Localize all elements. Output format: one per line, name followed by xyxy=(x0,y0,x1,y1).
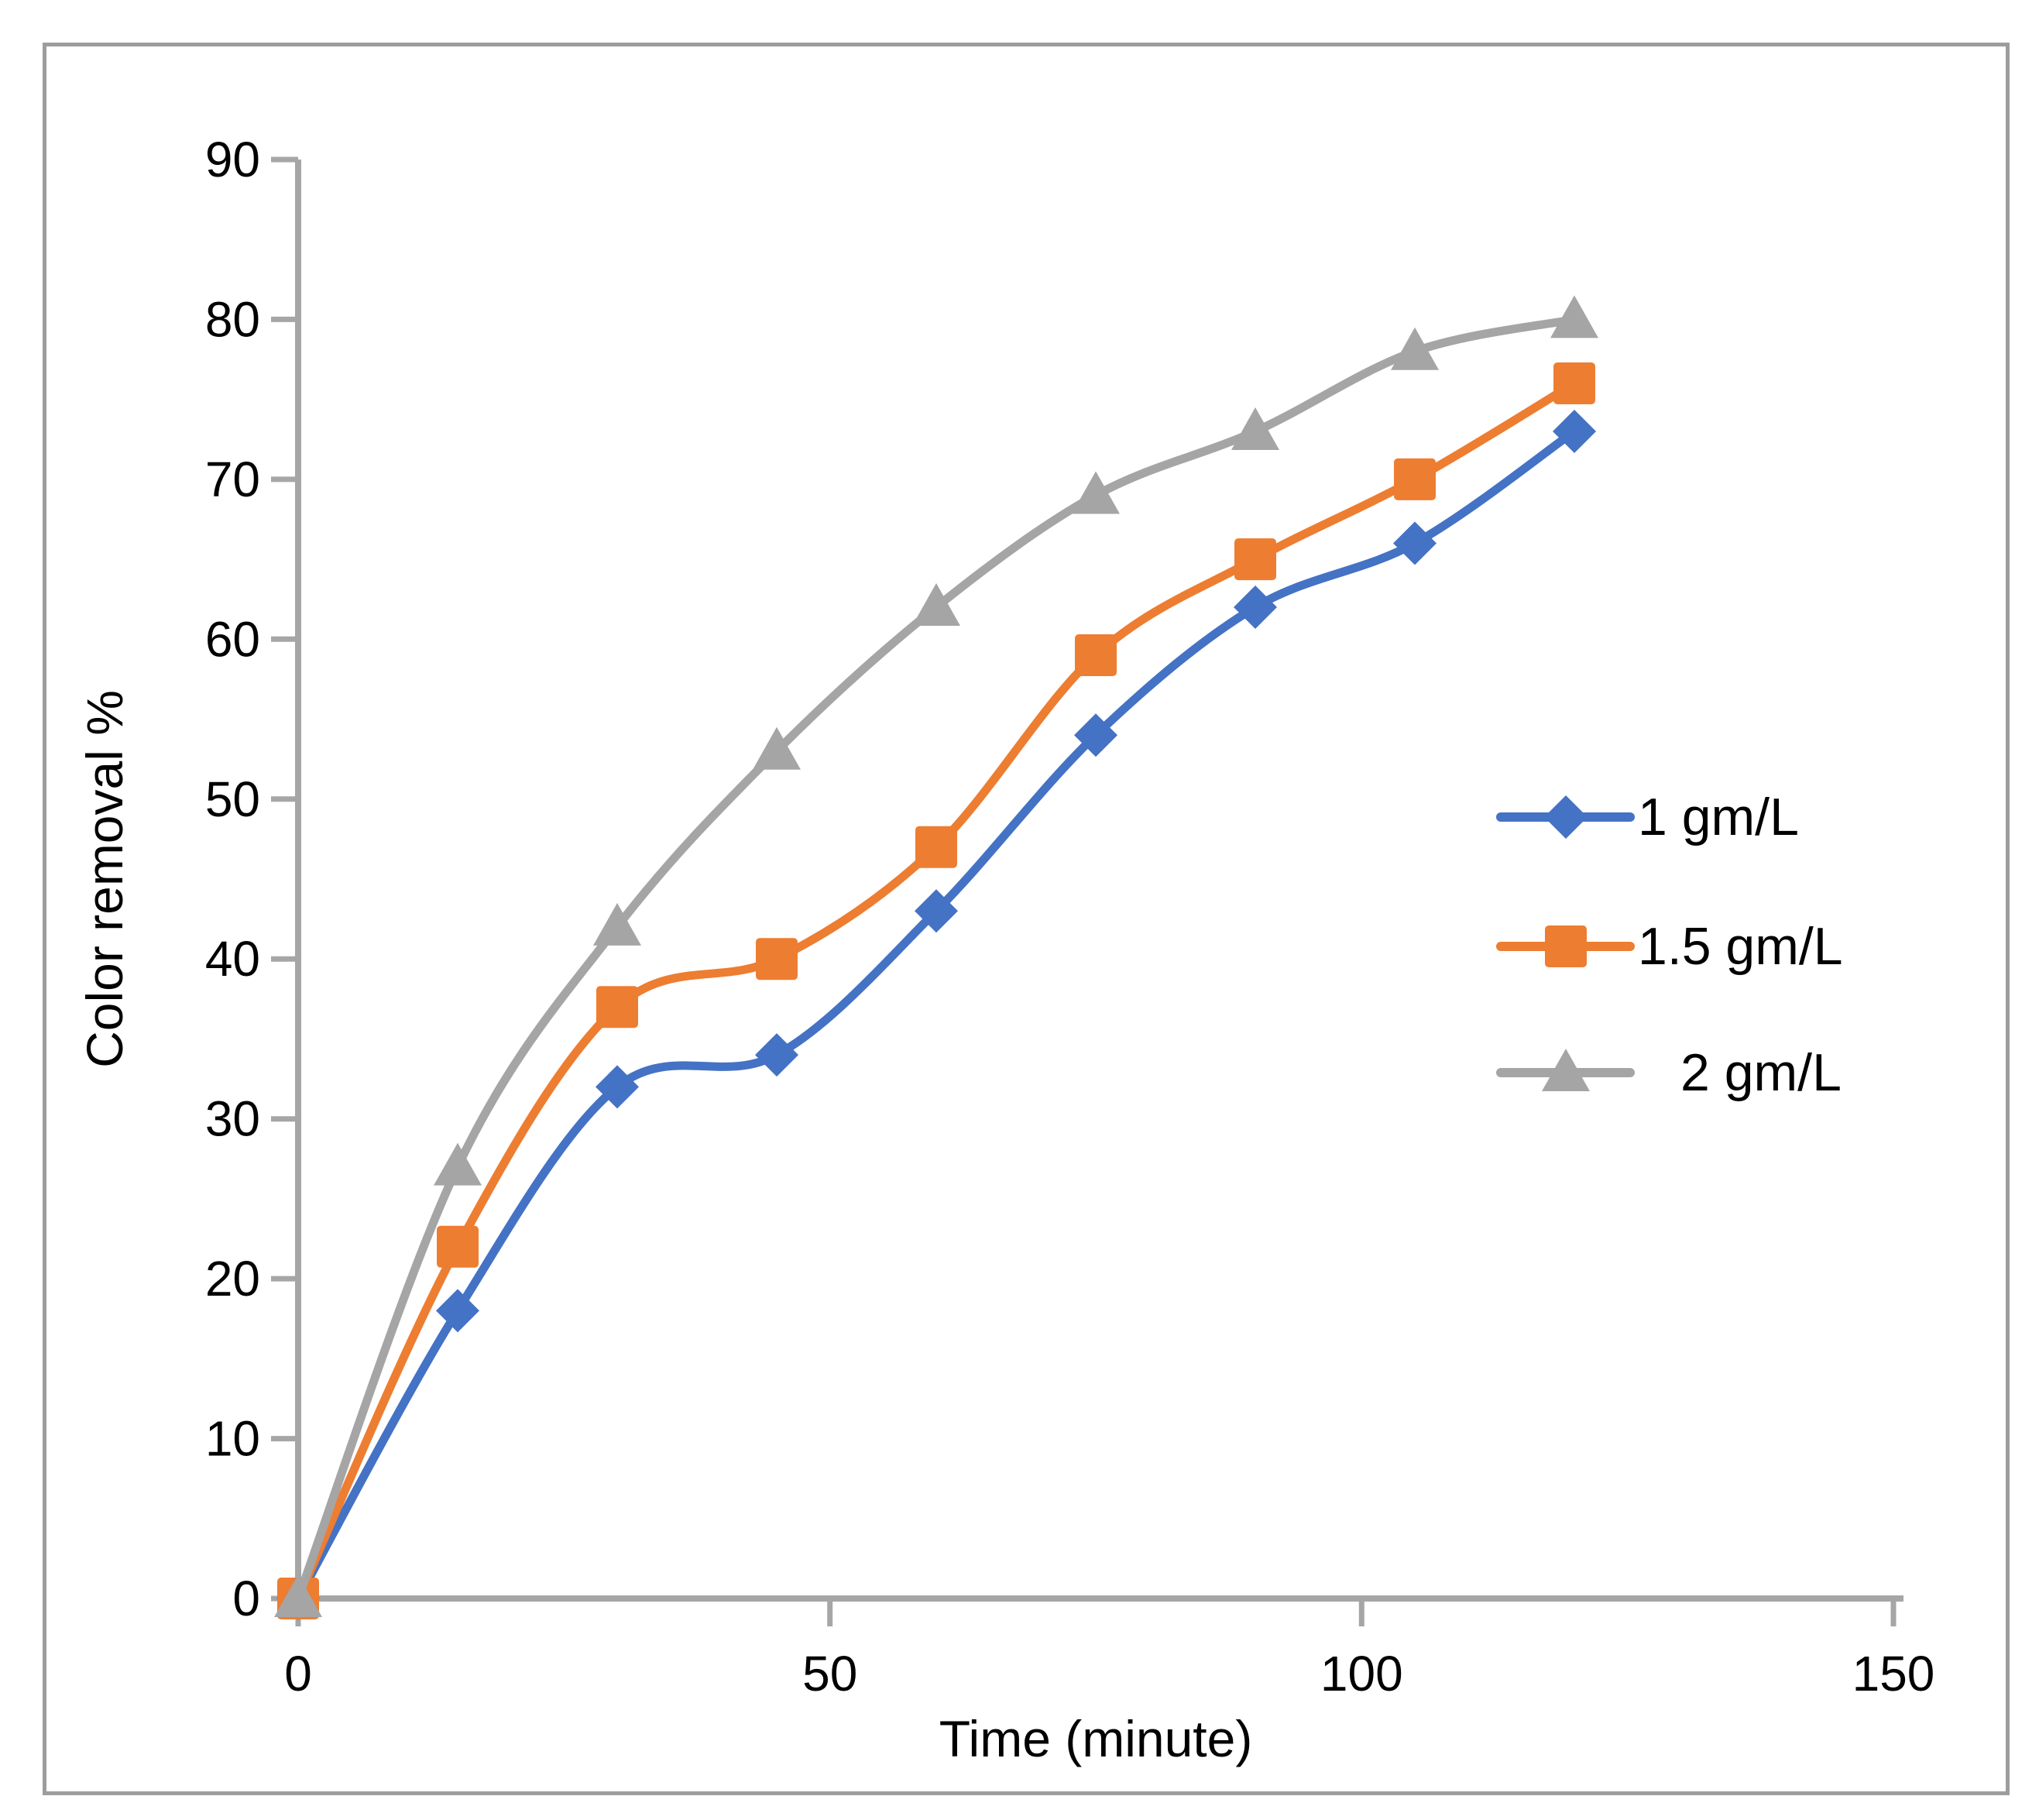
x-tick-label: 100 xyxy=(1320,1646,1403,1702)
square-marker-icon xyxy=(1234,538,1276,581)
series-line-1-gm-L xyxy=(293,427,1579,1603)
y-tick-label: 20 xyxy=(205,1251,260,1307)
diamond-marker-icon xyxy=(1393,521,1437,565)
triangle-marker-icon xyxy=(753,726,801,770)
diamond-marker-icon xyxy=(1074,713,1117,757)
x-tick-label: 150 xyxy=(1852,1646,1935,1702)
legend-square-icon xyxy=(1545,925,1587,967)
triangle-marker-icon xyxy=(1231,407,1279,450)
x-tick-label: 50 xyxy=(802,1646,857,1702)
diamond-marker-icon xyxy=(915,889,958,933)
square-marker-icon xyxy=(756,938,798,980)
series-line-1.5-gm-L xyxy=(293,379,1579,1603)
y-axis-title: Color removal % xyxy=(76,690,133,1068)
y-tick-label: 30 xyxy=(205,1091,260,1147)
diamond-marker-icon xyxy=(755,1033,798,1077)
triangle-marker-icon xyxy=(1550,295,1598,338)
triangle-marker-icon xyxy=(593,902,641,946)
diamond-marker-icon xyxy=(1553,410,1596,453)
y-tick-label: 60 xyxy=(205,611,260,667)
triangle-marker-icon xyxy=(1072,471,1120,514)
legend-label: 2 gm/L xyxy=(1680,1043,1842,1102)
triangle-marker-icon xyxy=(274,1574,322,1617)
y-tick-label: 10 xyxy=(205,1411,260,1467)
series-line-2-gm-L xyxy=(293,314,1579,1603)
x-axis-title: Time (minute) xyxy=(939,1710,1253,1767)
figure-border xyxy=(43,43,2010,1795)
y-tick-label: 90 xyxy=(205,132,260,187)
y-tick-label: 80 xyxy=(205,291,260,347)
triangle-marker-icon xyxy=(912,583,960,626)
legend-label: 1 gm/L xyxy=(1638,788,1799,846)
square-marker-icon xyxy=(1553,362,1595,404)
square-marker-icon xyxy=(1075,634,1117,676)
legend-label: 1.5 gm/L xyxy=(1638,917,1843,976)
y-tick-label: 70 xyxy=(205,452,260,507)
legend-triangle-icon xyxy=(1542,1049,1590,1091)
x-tick-label: 0 xyxy=(284,1646,312,1702)
diamond-marker-icon xyxy=(596,1065,639,1109)
triangle-marker-icon xyxy=(434,1142,482,1186)
square-marker-icon xyxy=(915,826,957,868)
legend-diamond-icon xyxy=(1544,795,1588,839)
triangle-marker-icon xyxy=(1391,327,1439,370)
diamond-marker-icon xyxy=(436,1289,479,1333)
y-tick-label: 40 xyxy=(205,931,260,987)
square-marker-icon xyxy=(1394,458,1436,500)
y-tick-label: 50 xyxy=(205,771,260,827)
diamond-marker-icon xyxy=(1234,585,1277,629)
square-marker-icon xyxy=(596,986,638,1028)
y-tick-label: 0 xyxy=(232,1571,260,1626)
square-marker-icon xyxy=(437,1225,479,1268)
